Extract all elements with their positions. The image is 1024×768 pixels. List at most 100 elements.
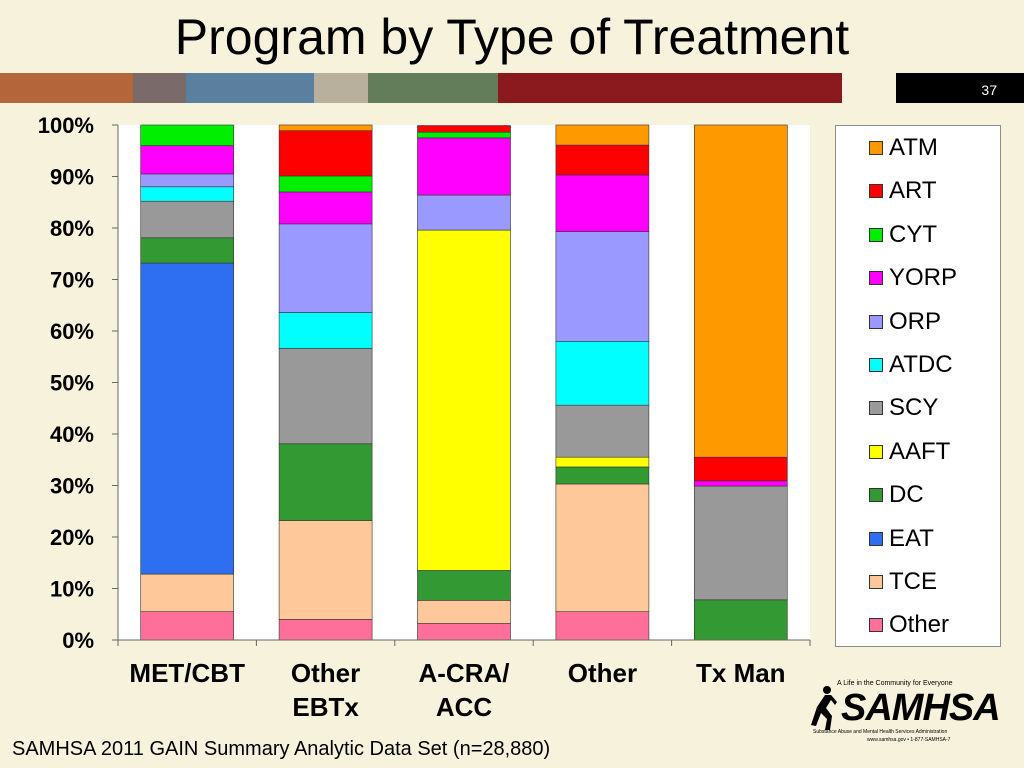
legend-item: ATM	[869, 134, 938, 161]
legend-label: ORP	[889, 307, 942, 335]
bar-segment-aaft	[417, 229, 511, 571]
bar-segment-tce	[278, 520, 373, 620]
legend-label: AAFT	[889, 437, 951, 465]
bar-segment-aaft	[555, 456, 650, 468]
bar-segment-scy	[693, 485, 788, 601]
y-tick-label: 60%	[50, 319, 94, 344]
legend-item: DC	[869, 481, 924, 509]
bar-segment-art	[555, 144, 650, 176]
header-band-segment	[368, 73, 498, 103]
legend-item: Other	[869, 611, 950, 639]
legend-item: ATDC	[869, 351, 953, 378]
header-color-band	[0, 73, 1024, 103]
x-category-label: ACC	[436, 692, 493, 722]
legend-swatch	[869, 531, 883, 546]
header-band-segment	[842, 73, 896, 103]
x-category-label: Other	[568, 658, 637, 688]
legend-swatch	[869, 271, 883, 286]
legend-label: SCY	[889, 394, 939, 422]
bar-segment-cyt	[278, 175, 373, 193]
bar-segment-art	[417, 125, 511, 133]
legend-label: DC	[889, 481, 924, 509]
header-band-segment	[0, 73, 133, 103]
bar-segment-scy	[555, 404, 650, 458]
legend-swatch	[869, 488, 883, 503]
legend-label: CYT	[889, 220, 937, 248]
legend-swatch	[869, 141, 883, 155]
legend-label: ATM	[889, 134, 938, 161]
y-tick-label: 40%	[50, 422, 94, 447]
y-tick-label: 10%	[50, 577, 94, 602]
bar-segment-atdc	[555, 340, 650, 406]
bar-segment-tce	[417, 600, 511, 624]
bar-segment-yorp	[417, 137, 511, 196]
x-category-label: EBTx	[292, 692, 359, 722]
bar-segment-art	[278, 130, 373, 177]
legend-label: ART	[889, 177, 937, 205]
bar-segment-tce	[555, 483, 650, 612]
bar-segment-atm	[278, 124, 373, 131]
y-tick-label: 90%	[50, 165, 94, 190]
bar-segment-atm	[693, 124, 788, 458]
bar-segment-orp	[555, 231, 650, 342]
legend-item: EAT	[869, 525, 934, 552]
bar-segment-dc	[278, 443, 373, 521]
legend-swatch	[869, 444, 883, 459]
bar-segment-dc	[693, 599, 788, 641]
y-tick-label: 0%	[62, 628, 94, 653]
x-category-label: MET/CBT	[129, 658, 245, 688]
logo-name: SAMHSA	[841, 687, 1001, 729]
legend-swatch	[869, 401, 883, 416]
legend-item: TCE	[869, 568, 937, 595]
legend-swatch	[869, 227, 883, 242]
legend-swatch	[869, 358, 883, 372]
bar-segment-dc	[417, 570, 511, 601]
y-tick-label: 30%	[50, 474, 94, 499]
bar-segment-dc	[140, 237, 234, 264]
bar-segment-dc	[555, 466, 650, 485]
y-tick-label: 100%	[38, 113, 94, 138]
bar-segment-other	[278, 619, 373, 641]
legend-item: SCY	[869, 394, 939, 422]
y-tick-label: 80%	[50, 216, 94, 241]
samhsa-logo: A Life in the Community for Everyone SAM…	[807, 680, 1001, 750]
y-tick-label: 20%	[50, 525, 94, 550]
bar-segment-atm	[555, 124, 650, 146]
legend-swatch	[869, 618, 883, 633]
legend-label: TCE	[889, 568, 937, 595]
header-band-segment	[498, 73, 700, 103]
legend-label: YORP	[889, 264, 958, 292]
bar-segment-tce	[140, 573, 234, 612]
running-figure-icon	[811, 686, 837, 730]
header-band-segment	[186, 73, 314, 103]
x-category-label: A-CRA/	[419, 658, 510, 688]
legend-item: ART	[869, 177, 937, 205]
legend-item: ORP	[869, 307, 942, 335]
bar-segment-scy	[278, 348, 373, 445]
legend-item: AAFT	[869, 437, 951, 465]
bar-segment-yorp	[278, 191, 373, 225]
bar-segment-other	[417, 623, 511, 641]
legend-swatch	[869, 575, 883, 589]
x-category-label: Other	[291, 658, 360, 688]
slide-number: 37	[896, 73, 1024, 103]
bar-segment-yorp	[140, 145, 234, 175]
legend-label: Other	[889, 611, 950, 639]
logo-tagline: A Life in the Community for Everyone	[837, 680, 953, 687]
bar-segment-cyt	[140, 124, 234, 146]
legend-item: YORP	[869, 264, 958, 292]
bar-segment-scy	[140, 200, 234, 239]
bar-segment-yorp	[693, 480, 788, 487]
header-band-segment	[700, 73, 842, 103]
bar-segment-yorp	[555, 174, 650, 232]
logo-website: www.samhsa.gov • 1-877-SAMHSA-7	[867, 737, 951, 743]
bar-segment-orp	[417, 194, 511, 231]
header-band-segment	[314, 73, 368, 103]
slide-title: Program by Type of Treatment	[174, 9, 850, 65]
legend-swatch	[869, 314, 883, 329]
legend-item: CYT	[869, 220, 937, 248]
bar-segment-other	[555, 611, 650, 641]
bar-segment-atdc	[140, 186, 234, 202]
y-tick-label: 70%	[50, 268, 94, 293]
